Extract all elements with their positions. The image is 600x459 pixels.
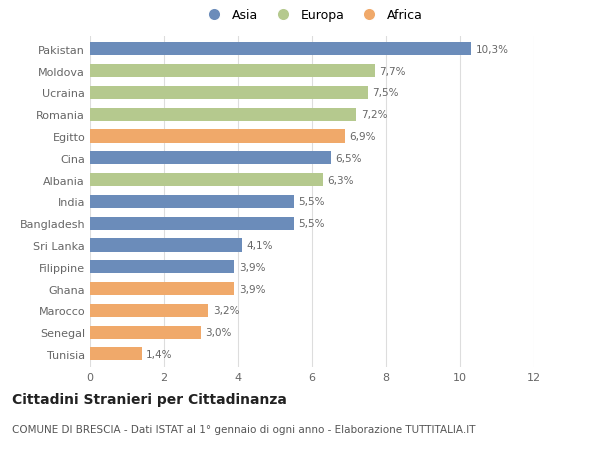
Text: 7,5%: 7,5% [372,88,398,98]
Text: COMUNE DI BRESCIA - Dati ISTAT al 1° gennaio di ogni anno - Elaborazione TUTTITA: COMUNE DI BRESCIA - Dati ISTAT al 1° gen… [12,425,476,435]
Bar [90,347,142,361]
Text: 10,3%: 10,3% [476,45,509,55]
Bar [90,326,201,339]
Text: 3,0%: 3,0% [205,327,232,337]
Text: Cittadini Stranieri per Cittadinanza: Cittadini Stranieri per Cittadinanza [12,392,287,406]
Text: 5,5%: 5,5% [298,218,325,229]
Text: 6,5%: 6,5% [335,153,361,163]
Bar [90,130,346,143]
Bar [90,43,471,56]
Bar [90,282,234,296]
Bar [90,174,323,187]
Text: 4,1%: 4,1% [246,241,272,251]
Text: 1,4%: 1,4% [146,349,173,359]
Bar [90,65,375,78]
Text: 3,9%: 3,9% [239,284,265,294]
Text: 7,2%: 7,2% [361,110,388,120]
Bar [90,261,234,274]
Bar [90,152,331,165]
Text: 3,2%: 3,2% [213,306,239,316]
Text: 6,9%: 6,9% [350,132,376,142]
Legend: Asia, Europa, Africa: Asia, Europa, Africa [197,4,427,27]
Text: 6,3%: 6,3% [328,175,354,185]
Bar [90,239,242,252]
Bar [90,87,367,100]
Bar [90,217,293,230]
Bar [90,196,293,208]
Bar [90,108,356,122]
Text: 7,7%: 7,7% [379,67,406,77]
Text: 5,5%: 5,5% [298,197,325,207]
Text: 3,9%: 3,9% [239,262,265,272]
Bar [90,304,208,317]
